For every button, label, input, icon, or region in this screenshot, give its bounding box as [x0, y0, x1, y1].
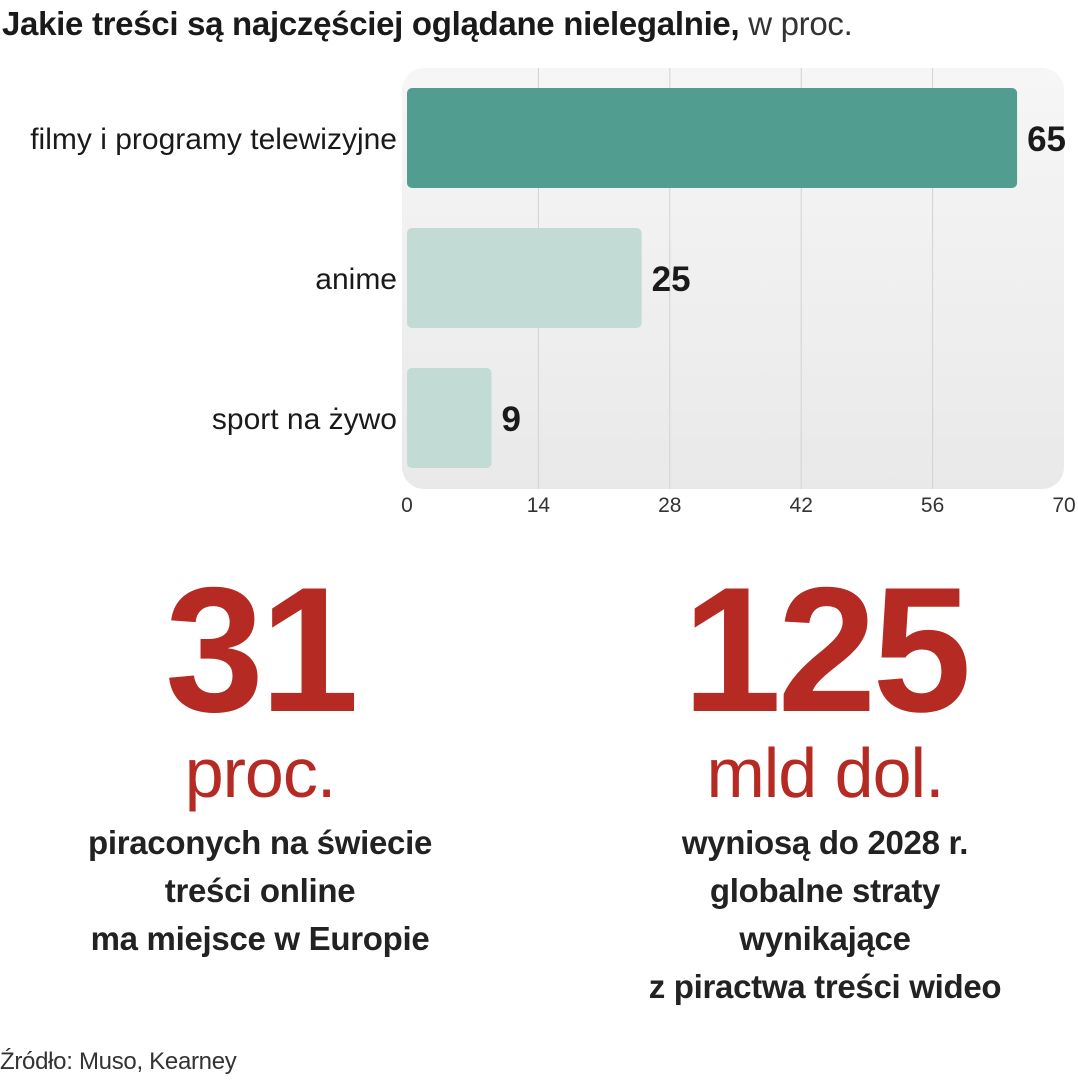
x-tick-label: 70	[1052, 494, 1075, 517]
stat-left-number: 31	[165, 550, 359, 749]
value-label: 9	[501, 400, 520, 439]
stat-right-unit: mld dol.	[706, 734, 944, 812]
x-tick-label: 56	[921, 494, 944, 517]
chart-title-main: Jakie treści są najczęściej oglądane nie…	[2, 5, 740, 42]
x-tick-label: 42	[790, 494, 813, 517]
stat-left-unit: proc.	[184, 734, 337, 812]
stat-right-line: globalne straty	[709, 872, 941, 909]
stat-right-line: wyniosą do 2028 r.	[681, 824, 969, 861]
value-label: 65	[1027, 120, 1066, 159]
bar	[407, 368, 492, 468]
stat-right-number: 125	[682, 550, 972, 749]
category-label: filmy i programy telewizyjne	[30, 123, 397, 156]
category-label: sport na żywo	[212, 403, 397, 436]
stat-right: 125 mld dol. wyniosą do 2028 r. globalne…	[560, 550, 1078, 1011]
chart-title-unit: w proc.	[739, 5, 853, 42]
category-label: anime	[315, 263, 397, 296]
x-tick-label: 28	[658, 494, 681, 517]
chart-title: Jakie treści są najczęściej oglądane nie…	[2, 4, 853, 44]
stat-left-line: piraconych na świecie	[87, 824, 433, 861]
stat-left: 31 proc. piraconych na świecie treści on…	[20, 550, 500, 963]
bar	[407, 228, 642, 328]
stat-right-line: wynikające	[739, 920, 911, 957]
bar	[407, 88, 1018, 188]
stat-left-line: ma miejsce w Europie	[90, 920, 430, 957]
x-tick-label: 0	[401, 494, 413, 517]
stat-left-line: treści online	[164, 872, 356, 909]
stat-right-line: z piractwa treści wideo	[648, 968, 1002, 1005]
source-note: Źródło: Muso, Kearney	[0, 1048, 237, 1075]
value-label: 25	[652, 260, 691, 299]
bar-chart: filmy i programy telewizyjne 65 anime 25 spo…	[30, 68, 1076, 517]
x-tick-label: 14	[527, 494, 551, 517]
